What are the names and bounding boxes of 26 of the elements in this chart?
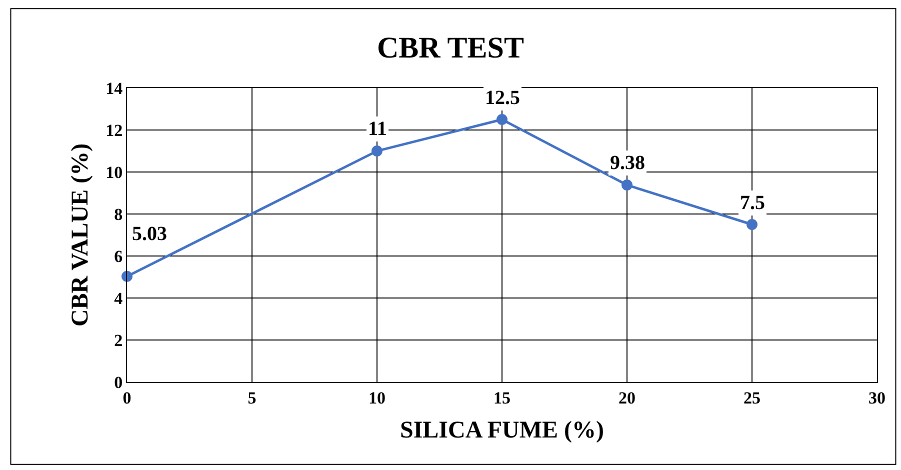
x-axis-title: SILICA FUME (%) [400,418,604,444]
x-tick-label: 15 [494,388,510,408]
x-tick-label: 30 [868,388,886,408]
data-label: 11 [368,118,387,140]
chart-title: CBR TEST [376,32,524,64]
y-tick-label: 4 [114,288,124,308]
y-tick-label: 8 [114,204,123,224]
y-tick-label: 2 [114,330,123,350]
point [622,180,632,191]
y-tick-label: 12 [106,120,123,140]
y-axis-title: CBR VALUE (%) [68,143,94,327]
x-tick-label: 25 [744,388,760,408]
x-tick-label: 20 [618,388,636,408]
y-tick-label: 0 [114,372,123,392]
data-label: 5.03 [132,223,167,245]
x-tick-label: 5 [248,388,256,408]
data-label: 7.5 [740,192,765,214]
x-tick-label: 10 [368,388,386,408]
y-tick-label: 10 [106,162,123,182]
point [496,114,508,125]
point [372,146,382,156]
y-tick-label: 14 [106,78,124,98]
point [746,219,758,230]
y-tick-label: 6 [114,246,123,266]
data-label: 12.5 [485,87,520,109]
data-label: 9.38 [610,152,645,174]
